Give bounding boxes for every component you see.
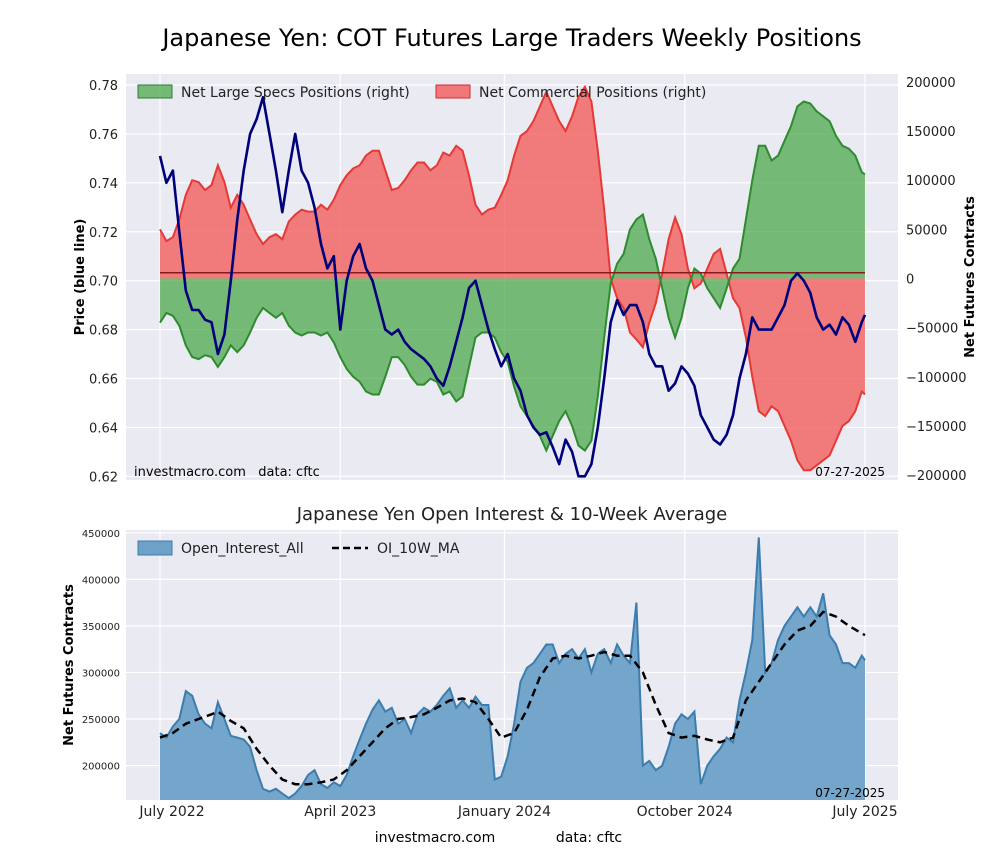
contracts-tick-label: −200000 <box>906 469 967 484</box>
contracts-tick-label: 100000 <box>906 174 956 189</box>
price-tick-label: 0.64 <box>89 421 118 436</box>
date-tick-label: July 2022 <box>138 804 204 820</box>
price-line <box>158 95 867 478</box>
open-interest-tick-label: 350000 <box>82 622 120 633</box>
commercial-line <box>159 84 866 472</box>
price-tick-label: 0.62 <box>89 470 118 485</box>
contracts-tick-label: −100000 <box>906 371 967 386</box>
contracts-tick-label: 200000 <box>906 76 956 91</box>
open-interest-tick-label: 450000 <box>82 529 120 540</box>
contracts-tick-label: −150000 <box>906 420 967 435</box>
open-interest-axis-ticks: 200000 250000 300000 350000 400000 450000 <box>82 529 120 773</box>
contracts-tick-label: 50000 <box>906 223 947 238</box>
legend-label-open-interest: Open_Interest_All <box>181 541 304 557</box>
open-interest-line <box>159 537 866 800</box>
open-interest-legend: Open_Interest_All OI_10W_MA <box>137 540 460 557</box>
contracts-tick-label: 0 <box>906 272 914 287</box>
positions-watermark: investmacro.com data: cftc <box>134 465 320 480</box>
legend-label-specs: Net Large Specs Positions (right) <box>181 85 410 101</box>
price-axis-ticks: 0.62 0.64 0.66 0.68 0.70 0.72 0.74 0.76 0.78 <box>89 79 118 485</box>
moving-average-line <box>159 610 866 786</box>
positions-legend: Net Large Specs Positions (right) Net Co… <box>137 84 706 101</box>
specs-line <box>159 100 866 454</box>
price-tick-label: 0.76 <box>89 128 118 143</box>
specs-area <box>160 101 865 451</box>
price-axis-label: Price (blue line) <box>73 219 88 336</box>
open-interest-tick-label: 250000 <box>82 715 120 726</box>
legend-swatch-commercial <box>435 84 471 99</box>
open-interest-tick-label: 200000 <box>82 762 120 773</box>
figure-title: Japanese Yen: COT Futures Large Traders … <box>160 24 861 52</box>
price-series <box>158 95 867 478</box>
open-interest-series <box>159 537 866 800</box>
date-tick-label: April 2023 <box>304 804 376 820</box>
open-interest-tick-label: 400000 <box>82 575 120 586</box>
open-interest-tick-label: 300000 <box>82 668 120 679</box>
price-tick-label: 0.74 <box>89 177 118 192</box>
open-interest-title: Japanese Yen Open Interest & 10-Week Ave… <box>296 504 728 525</box>
positions-chart: 0.62 0.64 0.66 0.68 0.70 0.72 0.74 0.76 0.78 −20… <box>73 74 978 485</box>
open-interest-area <box>160 537 865 800</box>
price-tick-label: 0.66 <box>89 373 118 388</box>
positions-areas <box>159 84 866 472</box>
legend-swatch-open-interest <box>137 540 173 556</box>
open-interest-chart: Japanese Yen Open Interest & 10-Week Ave… <box>62 504 898 820</box>
open-interest-date-label: 07-27-2025 <box>815 786 885 800</box>
price-tick-label: 0.72 <box>89 226 118 241</box>
price-tick-label: 0.68 <box>89 324 118 339</box>
open-interest-axis-label: Net Futures Contracts <box>62 584 77 746</box>
price-tick-label: 0.78 <box>89 79 118 94</box>
date-tick-label: January 2024 <box>457 804 551 820</box>
contracts-axis-ticks: −200000 −150000 −100000 −50000 0 50000 100000 1… <box>906 76 967 484</box>
legend-label-commercial: Net Commercial Positions (right) <box>479 85 706 101</box>
positions-date-label: 07-27-2025 <box>815 465 885 479</box>
footer-site: investmacro.com <box>375 830 495 846</box>
date-axis-ticks: July 2022 April 2023 January 2024 October 2… <box>138 804 897 820</box>
legend-label-moving-average: OI_10W_MA <box>377 541 460 557</box>
contracts-tick-label: 150000 <box>906 125 956 140</box>
price-tick-label: 0.70 <box>89 275 118 290</box>
date-tick-label: July 2025 <box>831 804 897 820</box>
moving-average-series <box>159 610 866 786</box>
date-tick-label: October 2024 <box>637 804 733 820</box>
legend-swatch-specs <box>137 84 173 99</box>
footer-data: data: cftc <box>556 830 622 846</box>
contracts-axis-label: Net Futures Contracts <box>963 196 978 358</box>
contracts-tick-label: −50000 <box>906 322 958 337</box>
